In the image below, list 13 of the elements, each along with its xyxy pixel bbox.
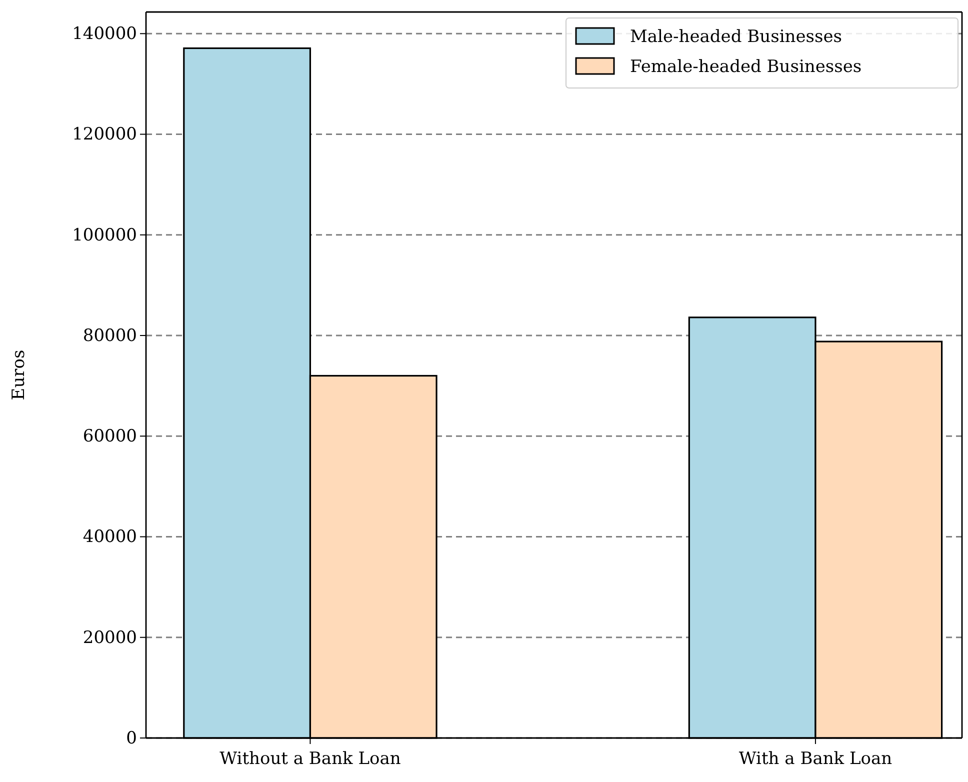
y-tick-label: 140000 bbox=[72, 24, 137, 44]
legend-label: Female-headed Businesses bbox=[630, 57, 862, 77]
y-tick-label: 100000 bbox=[72, 225, 137, 246]
x-tick-label: Without a Bank Loan bbox=[220, 749, 401, 769]
y-tick-label: 40000 bbox=[82, 527, 137, 548]
y-tick-label: 120000 bbox=[72, 124, 137, 145]
legend-label: Male-headed Businesses bbox=[630, 27, 842, 47]
y-axis-title: Euros bbox=[9, 350, 29, 400]
y-tick-label: 20000 bbox=[82, 628, 137, 648]
x-tick-label: With a Bank Loan bbox=[738, 749, 892, 769]
y-tick-label: 60000 bbox=[82, 426, 137, 447]
y-tick-label: 80000 bbox=[82, 326, 137, 346]
y-tick-label: 0 bbox=[126, 728, 137, 748]
